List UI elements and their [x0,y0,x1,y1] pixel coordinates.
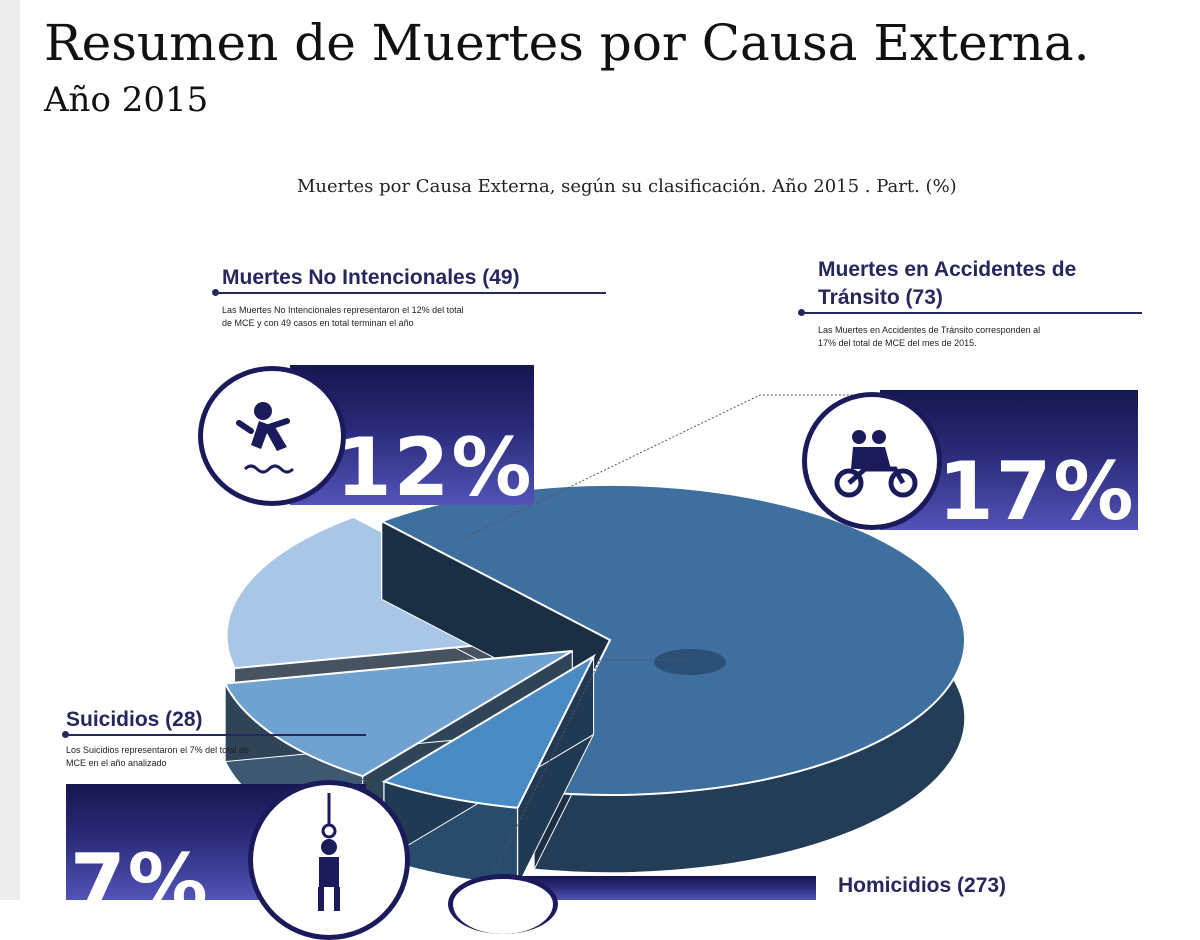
page-title: Resumen de Muertes por Causa Externa. [44,14,1090,72]
chart-title: Muertes por Causa Externa, según su clas… [297,176,957,197]
pie-slice-top [379,484,966,796]
callout-description: Las Muertes No Intencionales representar… [222,304,612,330]
callout-description: Las Muertes en Accidentes de Tránsito co… [818,324,1158,350]
callout-desc-line: Las Muertes en Accidentes de Tránsito co… [818,325,1041,335]
callout-desc-line: Las Muertes No Intencionales representar… [222,305,464,315]
pct-label-no-intencionales: 12% [336,421,534,514]
callout-desc-line: de MCE y con 49 casos en total terminan … [222,318,414,328]
callout-divider [798,309,1142,316]
callout-heading-homicidios: Homicidios (273) [838,874,1007,897]
falling-person-icon [198,366,346,506]
callout-divider [62,731,366,738]
pct-label-suicidios: 7% [70,837,210,930]
callout-divider [212,289,606,296]
leader-line [459,394,880,541]
motorcycle-riders-icon [802,392,942,530]
callout-no-intencionales: Muertes No Intencionales (49) Las Muerte… [212,264,612,330]
callout-heading: Muertes No Intencionales (49) [222,266,520,289]
left-page-strip [0,0,20,900]
leader-line [299,759,381,786]
leader-line [489,659,690,881]
callout-desc-line: Los Suicidios representaron el 7% del to… [66,745,250,755]
pie-chart [223,394,966,887]
callout-desc-line: 17% del total de MCE del mes de 2015. [818,338,977,348]
pct-label-transito: 17% [938,445,1136,538]
pie-slice-top [381,653,596,809]
page-subtitle: Año 2015 [44,80,209,120]
homicide-icon [448,874,558,934]
callout-desc-line: MCE en el año analizado [66,758,167,768]
pie-slice-suicidios [381,653,596,887]
pct-band-homicidios [520,876,816,900]
callout-heading: Tránsito (73) [818,286,943,309]
callout-description: Los Suicidios representaron el 7% del to… [66,744,366,770]
pie-center-hub [654,649,726,675]
hanging-person-icon [248,780,410,940]
callout-heading: Suicidios (28) [66,708,203,731]
callout-heading: Muertes en Accidentes de [818,258,1077,281]
callout-transito: Muertes en Accidentes de Tránsito (73) L… [798,256,1158,350]
callout-suicidios: Suicidios (28) Los Suicidios representar… [62,706,366,770]
